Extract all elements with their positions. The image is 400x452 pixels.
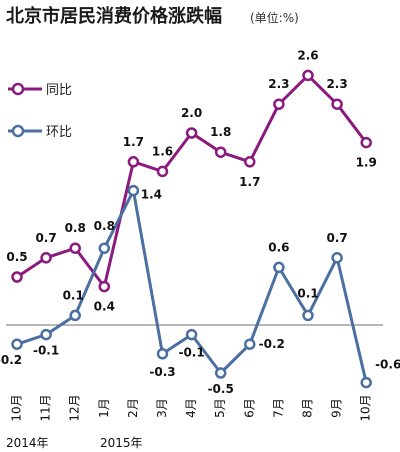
series-1-data-label-2: 0.1 <box>63 288 84 302</box>
series-0 <box>11 69 372 293</box>
x-tick-label-0: 10月 <box>10 394 24 421</box>
series-1-point-6 <box>185 328 198 341</box>
x-tick-label-1: 11月 <box>39 394 53 421</box>
series-0-point-7 <box>214 146 227 158</box>
series-1-data-label-0: -0.2 <box>0 353 22 367</box>
x-tick-label-3: 1月 <box>97 398 111 418</box>
series-1 <box>11 184 372 389</box>
series-1-point-8 <box>244 338 256 350</box>
series-1-point-5 <box>156 348 169 360</box>
legend-label-1: 环比 <box>46 125 72 140</box>
legend-item-0: 同比 <box>8 82 72 98</box>
series-1-data-label-9: 0.6 <box>268 240 289 254</box>
x-tick-layer: 10月 11月 12月 1月 2月 3月 4月 5月 6月 7月 8月 9月 10月 <box>10 394 373 421</box>
series-1-point-2 <box>69 309 81 322</box>
series-0-data-label-12: 1.9 <box>356 156 377 170</box>
series-0-data-label-2: 0.8 <box>65 221 86 235</box>
series-1-point-0 <box>11 338 23 350</box>
series-0-data-label-9: 2.3 <box>268 77 289 91</box>
series-0-point-2 <box>69 242 81 254</box>
x-tick-label-7: 5月 <box>213 398 227 418</box>
series-0-data-label-7: 1.8 <box>210 125 231 139</box>
series-0-data-label-3: 0.4 <box>94 300 115 314</box>
series-1-point-7 <box>214 367 227 379</box>
series-1-point-4 <box>127 184 140 197</box>
legend-marker-1 <box>11 124 25 138</box>
series-1-data-label-5: -0.3 <box>149 365 175 379</box>
chart-title: 北京市居民消费价格涨跌幅 <box>6 5 222 27</box>
series-0-point-12 <box>360 136 372 149</box>
series-0-point-3 <box>98 280 111 293</box>
x-tick-label-2: 12月 <box>68 394 82 421</box>
series-1-data-label-6: -0.1 <box>178 346 204 360</box>
series-0-data-label-1: 0.7 <box>35 231 56 245</box>
series-0-point-6 <box>185 127 198 139</box>
x-tick-label-9: 7月 <box>271 398 285 418</box>
series-1-data-label-7: -0.5 <box>208 382 234 396</box>
series-0-data-label-0: 0.5 <box>6 250 27 264</box>
legend-marker-0 <box>11 82 25 96</box>
series-0-point-8 <box>244 156 256 168</box>
x-tick-label-4: 2月 <box>126 398 140 418</box>
series-1-data-label-10: 0.1 <box>297 286 318 300</box>
series-1-point-12 <box>360 376 372 389</box>
series-0-point-9 <box>273 98 285 110</box>
x-tick-label-12: 10月 <box>359 394 373 421</box>
series-0-data-label-6: 2.0 <box>181 106 202 120</box>
series-0-data-label-10: 2.6 <box>297 48 318 62</box>
series-1-point-3 <box>98 242 111 254</box>
series-0-data-label-8: 1.7 <box>239 175 260 189</box>
year-label-2014: 2014年 <box>6 436 49 450</box>
series-1-data-label-3: 0.8 <box>94 219 115 233</box>
series-0-point-0 <box>11 271 23 283</box>
series-0-data-label-5: 1.6 <box>152 144 173 158</box>
x-tick-label-8: 6月 <box>242 398 256 418</box>
series-0-point-4 <box>127 156 140 168</box>
x-tick-label-5: 3月 <box>155 398 169 418</box>
series-layer <box>11 69 372 389</box>
x-tick-label-11: 9月 <box>330 398 344 418</box>
series-0-data-label-11: 2.3 <box>326 77 347 91</box>
data-label-layer: 0.5 0.7 0.8 0.4 1.7 1.6 2.0 1.8 1.7 2.3 2.6 2.3 1.9 -… <box>0 48 400 396</box>
series-1-data-label-4: 1.4 <box>141 188 162 202</box>
series-0-point-5 <box>156 165 169 178</box>
series-0-point-1 <box>40 252 52 264</box>
legend: 同比 环比 <box>8 82 72 140</box>
series-0-point-11 <box>331 98 343 110</box>
unit-note: (单位:%) <box>250 10 299 25</box>
series-0-data-label-4: 1.7 <box>123 135 144 149</box>
series-0-point-10 <box>302 69 314 82</box>
x-tick-label-10: 8月 <box>301 398 315 418</box>
series-1-point-11 <box>331 252 343 264</box>
series-1-point-10 <box>302 309 314 322</box>
year-label-2015: 2015年 <box>100 436 143 450</box>
x-tick-label-6: 4月 <box>184 398 198 418</box>
series-1-data-label-1: -0.1 <box>33 344 59 358</box>
series-1-data-label-8: -0.2 <box>259 337 285 351</box>
legend-item-1: 环比 <box>8 124 72 140</box>
legend-label-0: 同比 <box>46 83 72 98</box>
series-1-point-9 <box>273 261 285 274</box>
series-1-data-label-12: -0.6 <box>375 358 400 372</box>
series-1-point-1 <box>40 328 52 341</box>
series-1-data-label-11: 0.7 <box>326 231 347 245</box>
